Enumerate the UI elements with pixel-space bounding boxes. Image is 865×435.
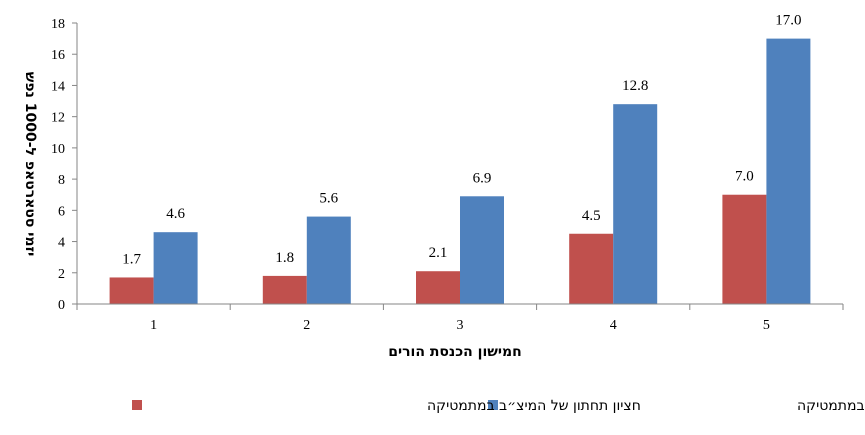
x-axis-ticks: 1 2 3 4 5 — [76, 304, 844, 333]
data-label: 6.9 — [473, 170, 492, 186]
legend-swatch-upper-decile — [488, 400, 498, 410]
x-tick-label: 5 — [763, 318, 770, 333]
bar-upper-decile — [766, 38, 811, 304]
legend: עשירון עליון של המיצ״ב במתמטיקה חציון תח… — [132, 398, 865, 414]
data-label: 2.1 — [429, 245, 448, 261]
x-tick-label: 4 — [610, 318, 617, 333]
y-tick-label: 14 — [51, 79, 65, 94]
y-axis-ticks: 0 2 4 6 8 10 12 14 16 18 — [51, 17, 77, 313]
legend-label-lower-median: חציון תחתון של המיצ״ב במתמטיקה — [427, 398, 641, 414]
legend-swatch-lower-median — [132, 400, 142, 410]
bar-upper-decile — [306, 216, 351, 304]
legend-label-upper-decile: עשירון עליון של המיצ״ב במתמטיקה — [797, 398, 865, 414]
y-tick-label: 4 — [58, 236, 65, 251]
x-axis-title: חמישון הכנסת הורים — [388, 344, 522, 360]
y-tick-label: 12 — [51, 111, 65, 126]
data-label: 12.8 — [622, 78, 648, 94]
bar-upper-decile — [613, 104, 658, 304]
bars — [109, 38, 811, 304]
bar-lower-median — [416, 271, 460, 304]
y-tick-label: 10 — [51, 142, 65, 157]
y-tick-label: 18 — [51, 17, 65, 32]
y-tick-label: 8 — [58, 173, 65, 188]
bar-upper-decile — [460, 196, 504, 304]
data-labels: 1.7 1.8 2.1 4.5 7.0 4.6 5.6 6.9 12.8 17.0 — [122, 13, 801, 268]
y-axis-title: יזמי סטארטאפ ל-1000 נפש — [22, 72, 38, 257]
x-tick-label: 1 — [150, 318, 157, 333]
bar-lower-median — [109, 277, 154, 304]
bar-lower-median — [569, 233, 614, 304]
data-label: 1.7 — [122, 251, 141, 267]
x-tick-label: 2 — [303, 318, 310, 333]
data-label: 4.6 — [166, 206, 185, 222]
data-label: 7.0 — [735, 169, 754, 185]
data-label: 4.5 — [582, 208, 601, 224]
data-label: 1.8 — [275, 250, 294, 266]
data-label: 17.0 — [775, 13, 801, 29]
bar-lower-median — [262, 275, 307, 304]
data-label: 5.6 — [319, 191, 338, 207]
bar-upper-decile — [153, 232, 198, 304]
y-tick-label: 6 — [58, 204, 65, 219]
x-tick-label: 3 — [457, 318, 464, 333]
bar-lower-median — [722, 194, 767, 304]
y-tick-label: 2 — [58, 267, 65, 282]
y-tick-label: 0 — [58, 298, 65, 313]
y-tick-label: 16 — [51, 48, 65, 63]
